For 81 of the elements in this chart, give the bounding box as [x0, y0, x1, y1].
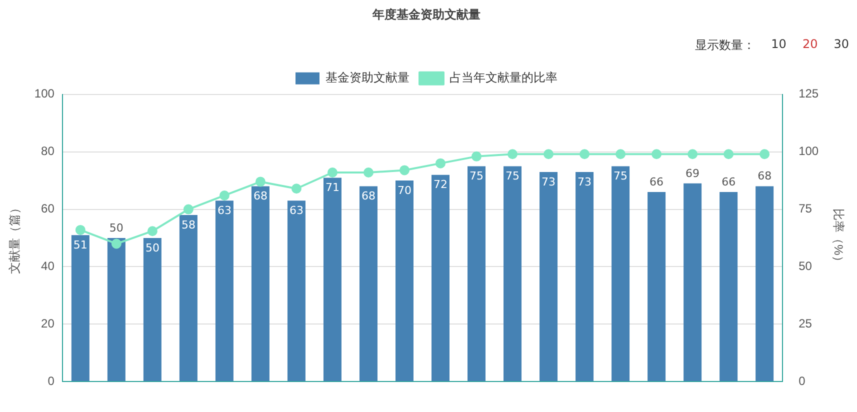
- y-tick-label: 100: [34, 86, 55, 101]
- data-label: 66: [722, 175, 736, 188]
- y2-tick-label: 0: [798, 374, 806, 388]
- bar: [432, 174, 450, 382]
- point: [111, 238, 122, 249]
- y2-tick-label: 50: [798, 259, 812, 274]
- data-label: 63: [289, 204, 304, 218]
- bar: [504, 166, 522, 382]
- data-label: 68: [758, 170, 772, 183]
- bar: [756, 186, 774, 382]
- point: [580, 149, 590, 160]
- y2-tick-label: 100: [798, 144, 819, 158]
- bar: [684, 183, 702, 382]
- point: [652, 149, 662, 160]
- bar: [468, 166, 486, 382]
- y2-tick-label: 75: [798, 202, 812, 216]
- point: [544, 149, 554, 160]
- data-label: 50: [145, 241, 160, 254]
- bar: [395, 180, 414, 382]
- point: [436, 158, 446, 168]
- data-label: 69: [686, 166, 700, 180]
- point: [327, 168, 338, 178]
- y-tick-label: 40: [41, 259, 55, 274]
- data-label: 50: [109, 221, 124, 234]
- bar: [540, 172, 558, 382]
- bar: [71, 235, 90, 382]
- data-label: 71: [325, 181, 340, 194]
- y2-tick-label: 125: [798, 86, 819, 101]
- y-axis-title: 文献量（篇）: [8, 202, 22, 274]
- text: 显示数量：: [695, 37, 756, 54]
- data-label: 51: [73, 238, 88, 252]
- legend-label: 基金资助文献量: [326, 70, 410, 85]
- bar: [143, 238, 162, 382]
- text: 20: [802, 37, 818, 53]
- point: [508, 149, 518, 160]
- data-label: 72: [434, 178, 448, 192]
- legend-label: 占当年文献量的比率: [450, 70, 558, 85]
- data-label: 68: [361, 190, 376, 203]
- point: [472, 151, 482, 162]
- bar: [251, 186, 270, 382]
- data-label: 58: [181, 218, 196, 232]
- data-label: 75: [506, 170, 520, 183]
- data-label: 66: [650, 175, 664, 188]
- y-tick-label: 0: [48, 374, 55, 388]
- y-tick-label: 20: [41, 316, 55, 330]
- point: [255, 176, 266, 187]
- bar: [323, 178, 342, 382]
- data-label: 70: [397, 184, 412, 197]
- y2-tick-label: 25: [798, 316, 812, 330]
- point: [616, 149, 626, 160]
- point: [147, 226, 158, 236]
- text: 10: [771, 37, 786, 53]
- point: [363, 168, 374, 178]
- data-label: 73: [578, 175, 592, 188]
- bar: [287, 200, 306, 382]
- point: [760, 149, 770, 160]
- point: [688, 149, 698, 160]
- bar: [179, 215, 198, 382]
- point: [183, 204, 194, 214]
- text: 30: [834, 37, 849, 53]
- bar: [648, 192, 666, 382]
- data-label: 73: [542, 175, 556, 188]
- bar: [215, 200, 234, 382]
- data-label: 75: [470, 170, 484, 183]
- point: [291, 184, 302, 194]
- bar: [576, 172, 594, 382]
- point: [399, 165, 410, 176]
- y-tick-label: 80: [41, 144, 55, 158]
- bar: [107, 238, 126, 382]
- point: [219, 190, 230, 200]
- chart-title: 年度基金资助文献量: [372, 7, 480, 22]
- data-label: 68: [253, 190, 268, 203]
- bar: [359, 186, 378, 382]
- bar: [720, 192, 738, 382]
- bar: [612, 166, 630, 382]
- y2-axis-title: 比率（%）: [831, 208, 846, 268]
- data-label: 63: [217, 204, 232, 218]
- point: [75, 224, 86, 235]
- data-label: 75: [614, 170, 628, 183]
- point: [724, 149, 734, 160]
- y-tick-label: 60: [41, 202, 55, 216]
